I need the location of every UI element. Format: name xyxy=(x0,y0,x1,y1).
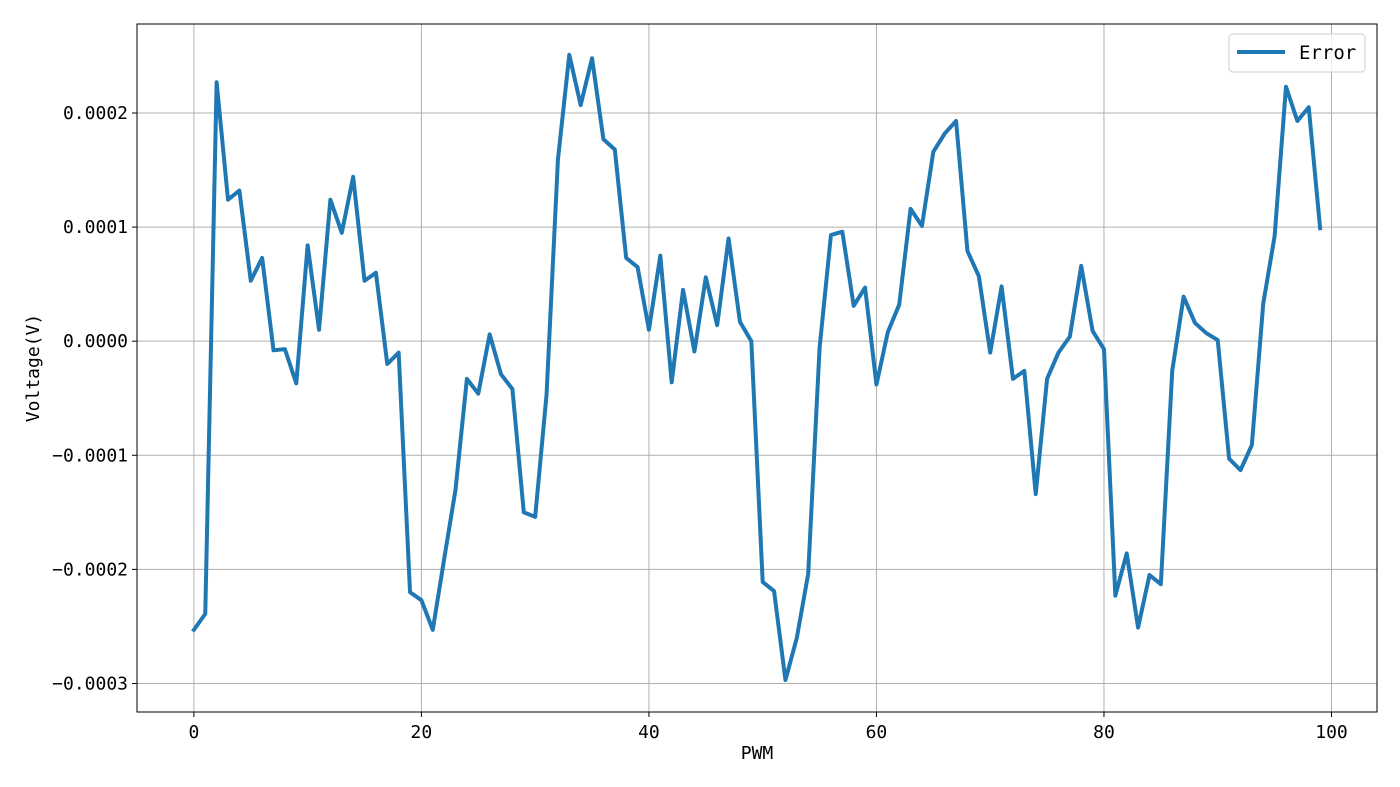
y-tick-label: 0.0001 xyxy=(63,217,128,238)
grid-lines xyxy=(137,24,1377,712)
y-tick-label: 0.0000 xyxy=(63,331,128,352)
x-tick-label: 40 xyxy=(638,722,660,743)
y-tick-label: 0.0002 xyxy=(63,103,128,124)
x-axis-ticks: 0 20 40 60 80 100 xyxy=(188,712,1348,743)
y-axis-label: Voltage(V) xyxy=(23,314,44,422)
legend: Error xyxy=(1228,33,1366,73)
y-tick-label: −0.0003 xyxy=(52,673,128,694)
x-tick-label: 100 xyxy=(1315,722,1348,743)
x-tick-label: 60 xyxy=(866,722,888,743)
series-line-error xyxy=(191,52,1323,683)
plot-area-frame xyxy=(136,23,1378,713)
y-tick-label: −0.0001 xyxy=(52,445,128,466)
y-tick-label: −0.0002 xyxy=(52,559,128,580)
x-axis-label: PWM xyxy=(741,743,774,764)
legend-box xyxy=(1228,33,1366,73)
legend-label-error: Error xyxy=(1299,42,1356,64)
x-tick-label: 0 xyxy=(188,722,199,743)
x-tick-label: 20 xyxy=(411,722,433,743)
y-axis-ticks: −0.0003 −0.0002 −0.0001 0.0000 0.0001 0.0002 xyxy=(52,103,137,694)
series-layer xyxy=(191,52,1323,683)
x-tick-label: 80 xyxy=(1093,722,1115,743)
